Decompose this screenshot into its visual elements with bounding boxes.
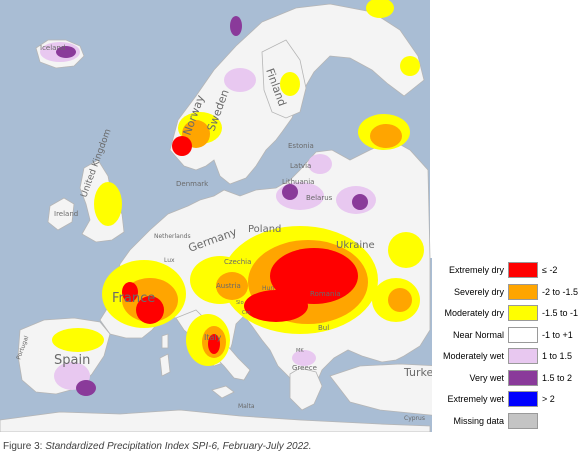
europe-map-svg: Iceland Norway Sweden Finland Estonia La… (0, 0, 584, 432)
country-label-denmark: Denmark (176, 180, 209, 188)
legend-range: -2 to -1.5 (542, 286, 579, 297)
legend-item: Severely dry -2 to -1.5 (432, 282, 584, 302)
legend-item: Near Normal -1 to +1 (432, 325, 584, 345)
country-label-lithuania: Lithuania (282, 178, 314, 186)
legend-label: Severely dry (453, 286, 504, 297)
country-label-poland: Poland (248, 224, 281, 235)
legend-label: Extremely dry (448, 265, 504, 275)
legend-label: Moderately wet (442, 351, 504, 361)
country-label-mk: MK (296, 348, 304, 354)
country-label-spain: Spain (54, 353, 90, 368)
legend: Extremely dry ≤ -2 Severely dry -2 to -1.5 M… (432, 258, 584, 432)
legend-label: Extremely wet (447, 394, 504, 404)
legend-item: Moderately dry -1.5 to -1 (432, 303, 584, 323)
legend-swatch (508, 262, 538, 278)
land-sicily (211, 385, 235, 399)
land-ireland (47, 197, 75, 231)
country-label-latvia: Latvia (290, 162, 311, 170)
legend-swatch (508, 305, 538, 321)
legend-item: Missing data (432, 411, 584, 431)
country-label-austria: Austria (216, 282, 241, 290)
country-label-czechia: Czechia (224, 258, 251, 266)
blank-panel (430, 0, 584, 258)
legend-label: Moderately dry (444, 308, 504, 318)
country-label-netherlands: Netherlands (154, 233, 191, 240)
legend-range: 1 to 1.5 (542, 351, 573, 361)
country-label-ukraine: Ukraine (336, 240, 375, 251)
legend-item: Extremely wet > 2 (432, 389, 584, 409)
country-label-lux: Lux (164, 257, 175, 264)
country-label-greece: Greece (292, 364, 317, 372)
country-label-belarus: Belarus (306, 194, 333, 202)
legend-label: Very wet (469, 372, 504, 383)
country-label-romania: Romania (310, 290, 341, 298)
caption-prefix: Figure 3: (3, 441, 46, 452)
legend-swatch (508, 348, 538, 364)
country-label-ireland: Ireland (54, 210, 78, 218)
legend-item: Very wet 1.5 to 2 (432, 368, 584, 388)
country-label-hun: Hun (262, 285, 274, 292)
spi-map: Iceland Norway Sweden Finland Estonia La… (0, 0, 584, 432)
legend-swatch (508, 391, 538, 407)
very-wet-areas (56, 16, 368, 396)
country-label-italy: Italy (204, 333, 222, 342)
legend-swatch (508, 412, 538, 429)
land-greece (289, 367, 323, 411)
country-label-slo: Slo (236, 300, 244, 306)
legend-swatch (508, 369, 538, 386)
legend-range: -1 to +1 (542, 329, 573, 340)
legend-swatch (508, 283, 538, 300)
country-label-cyprus: Cyprus (404, 415, 425, 422)
legend-range: -1.5 to -1 (542, 308, 579, 318)
country-label-malta: Malta (238, 403, 255, 410)
legend-swatch (508, 326, 538, 343)
land-corsica (161, 333, 169, 349)
land-sardinia (159, 353, 171, 377)
caption-title: Standardized Precipitation Index SPI-6, … (45, 441, 312, 452)
legend-label: Near Normal (452, 329, 504, 340)
country-label-estonia: Estonia (288, 142, 314, 150)
legend-item: Extremely dry ≤ -2 (432, 260, 584, 280)
legend-range: > 2 (542, 394, 555, 404)
extremely-dry-areas (122, 136, 358, 354)
country-label-turkey: Turkey (403, 366, 440, 379)
country-label-france: France (112, 291, 155, 306)
country-label-iceland: Iceland (40, 44, 65, 52)
legend-label: Missing data (453, 415, 504, 426)
legend-range: ≤ -2 (542, 265, 558, 275)
figure-caption: Figure 3: Standardized Precipitation Ind… (3, 441, 583, 452)
country-label-bul: Bul (318, 324, 329, 332)
land-north-africa (0, 409, 431, 432)
legend-item: Moderately wet 1 to 1.5 (432, 346, 584, 366)
country-label-cro: Cro (242, 310, 251, 316)
legend-range: 1.5 to 2 (542, 372, 573, 383)
